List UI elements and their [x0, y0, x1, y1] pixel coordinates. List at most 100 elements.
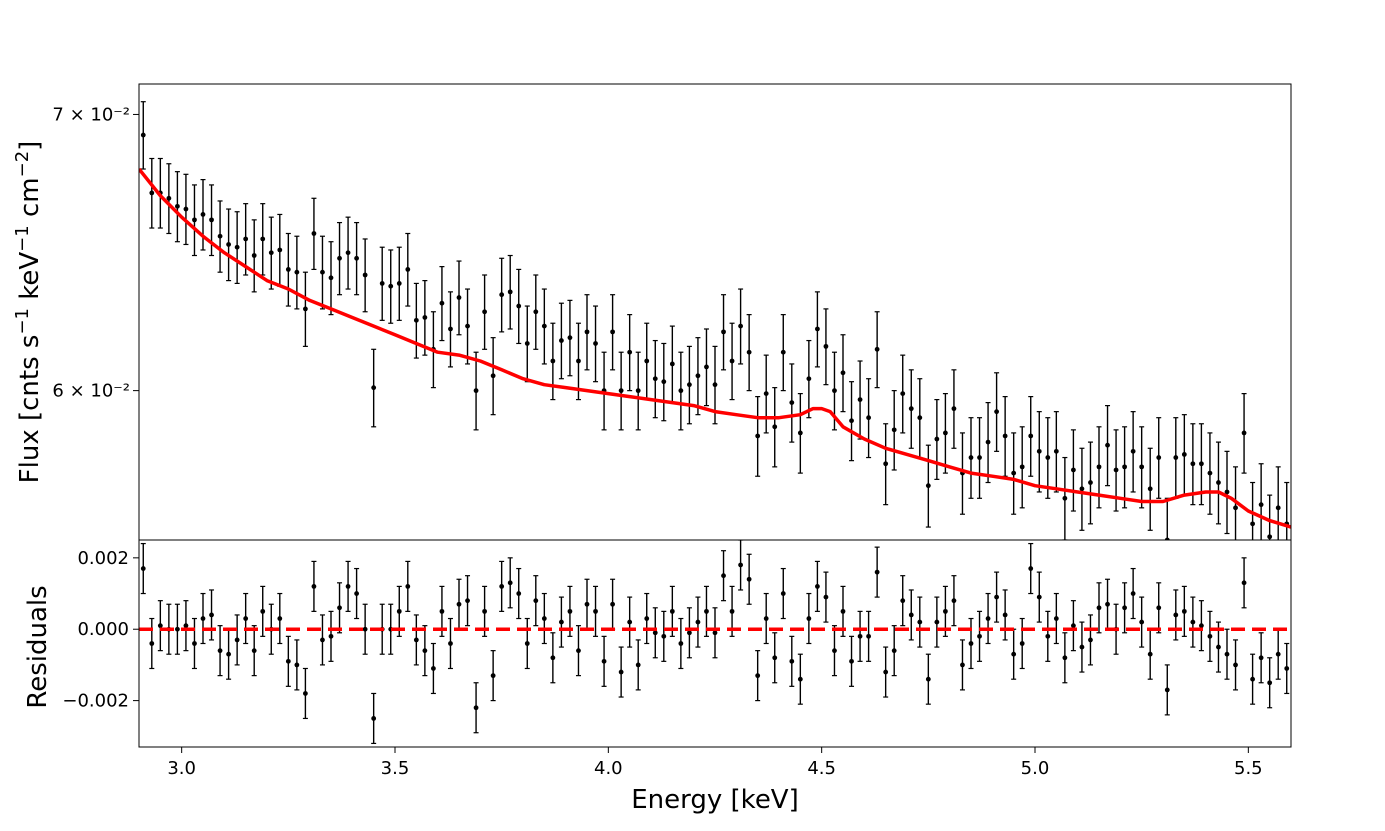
- residual-marker: [473, 705, 479, 711]
- flux-point: [558, 302, 564, 380]
- flux-marker: [687, 382, 692, 388]
- residual-marker: [405, 583, 411, 589]
- flux-point: [866, 378, 872, 459]
- residual-point: [1181, 585, 1187, 637]
- flux-point: [994, 372, 1000, 452]
- flux-marker: [1156, 455, 1162, 460]
- residual-marker: [729, 608, 735, 614]
- flux-marker: [1002, 433, 1008, 439]
- residual-point: [789, 635, 795, 687]
- flux-point: [473, 351, 479, 431]
- residual-point: [362, 603, 368, 655]
- residuals-y-axis-label: Residuals: [23, 585, 53, 708]
- flux-marker: [166, 195, 172, 201]
- residual-point: [1156, 582, 1162, 634]
- residual-marker: [576, 648, 581, 654]
- flux-marker: [1267, 534, 1273, 540]
- residual-marker: [251, 648, 257, 654]
- flux-point: [721, 294, 727, 371]
- residual-marker: [311, 583, 317, 589]
- residual-marker: [439, 608, 445, 614]
- flux-point: [823, 308, 829, 386]
- residual-point: [721, 550, 727, 602]
- residual-marker: [345, 583, 351, 589]
- flux-marker: [729, 358, 735, 364]
- flux-point: [695, 337, 701, 416]
- flux-point: [1224, 450, 1230, 535]
- residual-marker: [1079, 644, 1085, 650]
- flux-marker: [1241, 430, 1247, 436]
- flux-marker: [943, 430, 948, 436]
- residual-marker: [1096, 605, 1102, 611]
- residual-marker: [490, 673, 496, 679]
- residual-point: [994, 571, 1000, 623]
- flux-point: [968, 417, 974, 499]
- flux-marker: [192, 217, 197, 223]
- residual-point: [849, 635, 855, 687]
- residual-point: [908, 589, 914, 641]
- energy-x-tick-label: 5.5: [1234, 758, 1263, 779]
- residual-marker: [780, 591, 786, 596]
- flux-marker: [320, 269, 325, 275]
- residual-marker: [849, 658, 854, 664]
- flux-marker: [379, 281, 385, 286]
- residual-point: [1053, 592, 1059, 645]
- flux-point: [977, 417, 983, 499]
- residual-marker: [1002, 612, 1008, 618]
- residual-marker: [1224, 651, 1230, 657]
- flux-point: [985, 402, 991, 484]
- residual-marker: [687, 630, 692, 636]
- residual-marker: [413, 637, 419, 643]
- flux-marker: [260, 236, 266, 242]
- flux-marker: [388, 283, 394, 289]
- flux-point: [396, 246, 402, 321]
- residual-marker: [994, 594, 999, 600]
- residual-marker: [1071, 623, 1076, 629]
- flux-marker: [849, 418, 854, 424]
- flux-marker: [354, 255, 359, 261]
- flux-marker: [1028, 433, 1034, 439]
- flux-point: [183, 173, 189, 246]
- flux-point: [319, 235, 325, 310]
- residual-marker: [157, 623, 163, 629]
- flux-point: [260, 203, 266, 276]
- residual-marker: [1190, 619, 1196, 625]
- flux-marker: [362, 272, 368, 278]
- flux-point: [371, 348, 377, 428]
- flux-marker: [1062, 495, 1068, 501]
- residual-point: [1233, 639, 1239, 691]
- flux-marker: [934, 436, 940, 442]
- flux-point: [456, 260, 462, 336]
- residual-marker: [371, 716, 377, 721]
- residual-point: [857, 610, 863, 662]
- flux-marker: [294, 269, 300, 275]
- flux-point: [652, 339, 658, 419]
- flux-marker: [311, 231, 317, 236]
- residual-marker: [917, 619, 923, 625]
- residual-marker: [857, 633, 863, 639]
- residual-marker: [1164, 687, 1170, 693]
- residual-point: [174, 603, 180, 655]
- flux-point: [405, 232, 411, 307]
- residual-point: [951, 575, 957, 627]
- residual-point: [1019, 617, 1025, 670]
- residuals-y-tick-label: 0.002: [77, 548, 129, 569]
- flux-point: [1028, 396, 1034, 477]
- residual-marker: [815, 583, 820, 589]
- residual-marker: [661, 633, 667, 639]
- residual-point: [430, 642, 436, 695]
- flux-marker: [977, 455, 982, 460]
- flux-marker: [925, 483, 931, 489]
- residual-point: [1062, 632, 1068, 684]
- flux-point: [1258, 463, 1264, 540]
- residual-marker: [1173, 612, 1179, 618]
- flux-point: [763, 354, 769, 434]
- residual-marker: [465, 598, 470, 604]
- residual-point: [302, 667, 308, 720]
- flux-marker: [405, 267, 411, 272]
- residual-marker: [1207, 633, 1213, 639]
- residual-point: [934, 596, 940, 648]
- flux-marker: [1173, 455, 1179, 460]
- residual-marker: [507, 580, 513, 586]
- flux-point: [797, 393, 803, 474]
